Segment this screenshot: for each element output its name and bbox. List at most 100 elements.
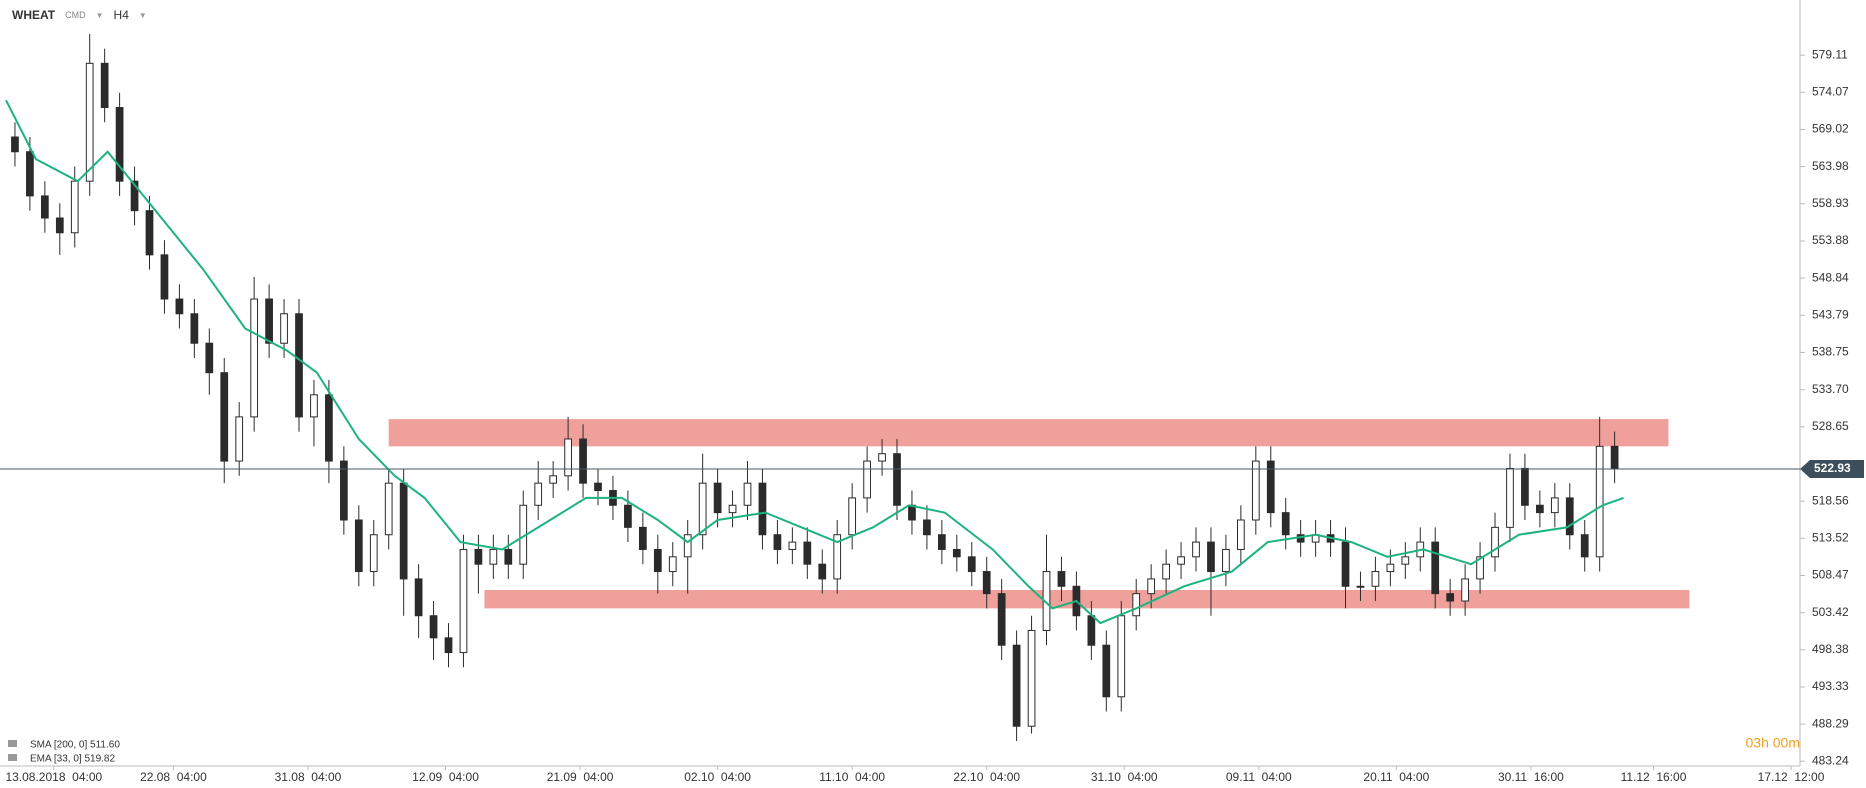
y-tick-label: 503.42: [1812, 605, 1849, 619]
zone: [388, 419, 1669, 447]
candle-body: [773, 534, 782, 550]
x-tick-label: 13.08.2018 04:00: [5, 770, 102, 784]
candle-body: [534, 482, 543, 506]
candle-body: [683, 534, 692, 558]
candle-body: [295, 313, 303, 418]
candle-body: [908, 504, 916, 521]
candle-body: [893, 453, 901, 506]
y-tick-label: 508.47: [1812, 568, 1849, 582]
y-tick-label: 533.70: [1812, 382, 1849, 396]
candle-body: [339, 460, 348, 521]
timer: 03h 00m: [1746, 735, 1800, 751]
candle-body: [235, 416, 244, 462]
x-tick-label: 17.12 12:00: [1758, 770, 1825, 784]
candle-body: [1446, 593, 1455, 602]
candle-body: [1102, 644, 1111, 698]
candle-body: [624, 504, 632, 528]
candle-body: [190, 313, 199, 344]
candle-body: [698, 482, 707, 536]
y-tick-label: 579.11: [1812, 47, 1848, 61]
candle-body: [310, 394, 318, 418]
candle-body: [1192, 541, 1200, 558]
candle-body: [160, 254, 169, 300]
current-price-label: 522.93: [1814, 461, 1851, 475]
candle-body: [489, 548, 498, 565]
dropdown-arrow[interactable]: ▼: [95, 10, 104, 20]
candle-body: [1251, 460, 1260, 521]
candle-body: [713, 482, 722, 514]
candle-body: [788, 541, 797, 550]
candle-body: [1237, 519, 1245, 550]
y-tick-label: 558.93: [1812, 196, 1849, 210]
candle-body: [1207, 541, 1215, 573]
indicator-icon[interactable]: [8, 754, 17, 761]
indicator-label: EMA [33, 0] 519.82: [30, 754, 115, 765]
candle-body: [70, 180, 79, 234]
candle-body: [1431, 541, 1440, 595]
x-tick-label: 31.10 04:00: [1091, 770, 1158, 784]
candle-body: [1371, 571, 1380, 587]
candle-body: [384, 482, 393, 536]
candle-body: [1565, 497, 1574, 536]
y-tick-label: 538.75: [1812, 345, 1849, 359]
candle-body: [40, 195, 49, 219]
y-tick-label: 498.38: [1812, 642, 1849, 656]
candle-body: [265, 298, 273, 344]
indicator-icon[interactable]: [8, 740, 17, 747]
candle-body: [1177, 556, 1185, 565]
candle-body: [429, 615, 438, 639]
candle-body: [115, 107, 124, 182]
candle-body: [923, 519, 931, 536]
y-tick-label: 518.56: [1812, 493, 1849, 507]
x-tick-label: 20.11 04:00: [1363, 770, 1429, 784]
candle-body: [668, 556, 677, 573]
header: WHEAT CMD ▼ H4 ▼: [12, 8, 147, 22]
candle-body: [1536, 504, 1544, 514]
candle-body: [1057, 571, 1066, 587]
current-price-tag: [1800, 459, 1864, 478]
candle-body: [145, 210, 154, 256]
timeframe[interactable]: H4: [113, 8, 129, 22]
symbol[interactable]: WHEAT: [12, 8, 56, 22]
candle-body: [100, 62, 109, 109]
x-tick-label: 09.11 04:00: [1226, 770, 1292, 784]
x-tick-label: 22.10 04:00: [953, 770, 1020, 784]
x-tick-label: 12.09 04:00: [412, 770, 479, 784]
zone: [484, 589, 1690, 609]
y-tick-label: 543.79: [1812, 307, 1849, 321]
candle-body: [878, 453, 886, 462]
candle-body: [26, 151, 34, 197]
candle-body: [1117, 615, 1126, 698]
candle-body: [1087, 615, 1096, 646]
candle-body: [250, 298, 259, 418]
market: CMD: [65, 10, 86, 20]
x-tick-label: 30.11 16:00: [1498, 770, 1564, 784]
candle-body: [1506, 467, 1514, 528]
candle-body: [848, 497, 857, 536]
candle-body: [1386, 563, 1395, 573]
candle-body: [1222, 548, 1230, 573]
candle-body: [594, 482, 602, 492]
candle-body: [1595, 445, 1604, 558]
y-tick-label: 553.88: [1812, 233, 1849, 247]
candle-body: [1461, 578, 1469, 602]
x-tick-label: 11.12 16:00: [1621, 770, 1687, 784]
candle-body: [952, 548, 961, 558]
candle-body: [55, 217, 64, 234]
candle-body: [967, 556, 976, 573]
y-tick-label: 513.52: [1812, 530, 1849, 544]
y-tick-label: 569.02: [1812, 122, 1849, 136]
candle-body: [564, 438, 572, 477]
candle-body: [1147, 578, 1156, 595]
candle-body: [1027, 629, 1036, 727]
candle-body: [1341, 541, 1350, 587]
candle-body: [818, 563, 827, 580]
candle-body: [638, 526, 647, 550]
x-tick-label: 21.09 04:00: [547, 770, 614, 784]
ema-line: [5, 99, 1624, 625]
dropdown-arrow[interactable]: ▼: [138, 10, 147, 20]
y-tick-label: 548.84: [1812, 270, 1849, 284]
candle-body: [414, 578, 423, 617]
candle-body: [11, 136, 19, 153]
